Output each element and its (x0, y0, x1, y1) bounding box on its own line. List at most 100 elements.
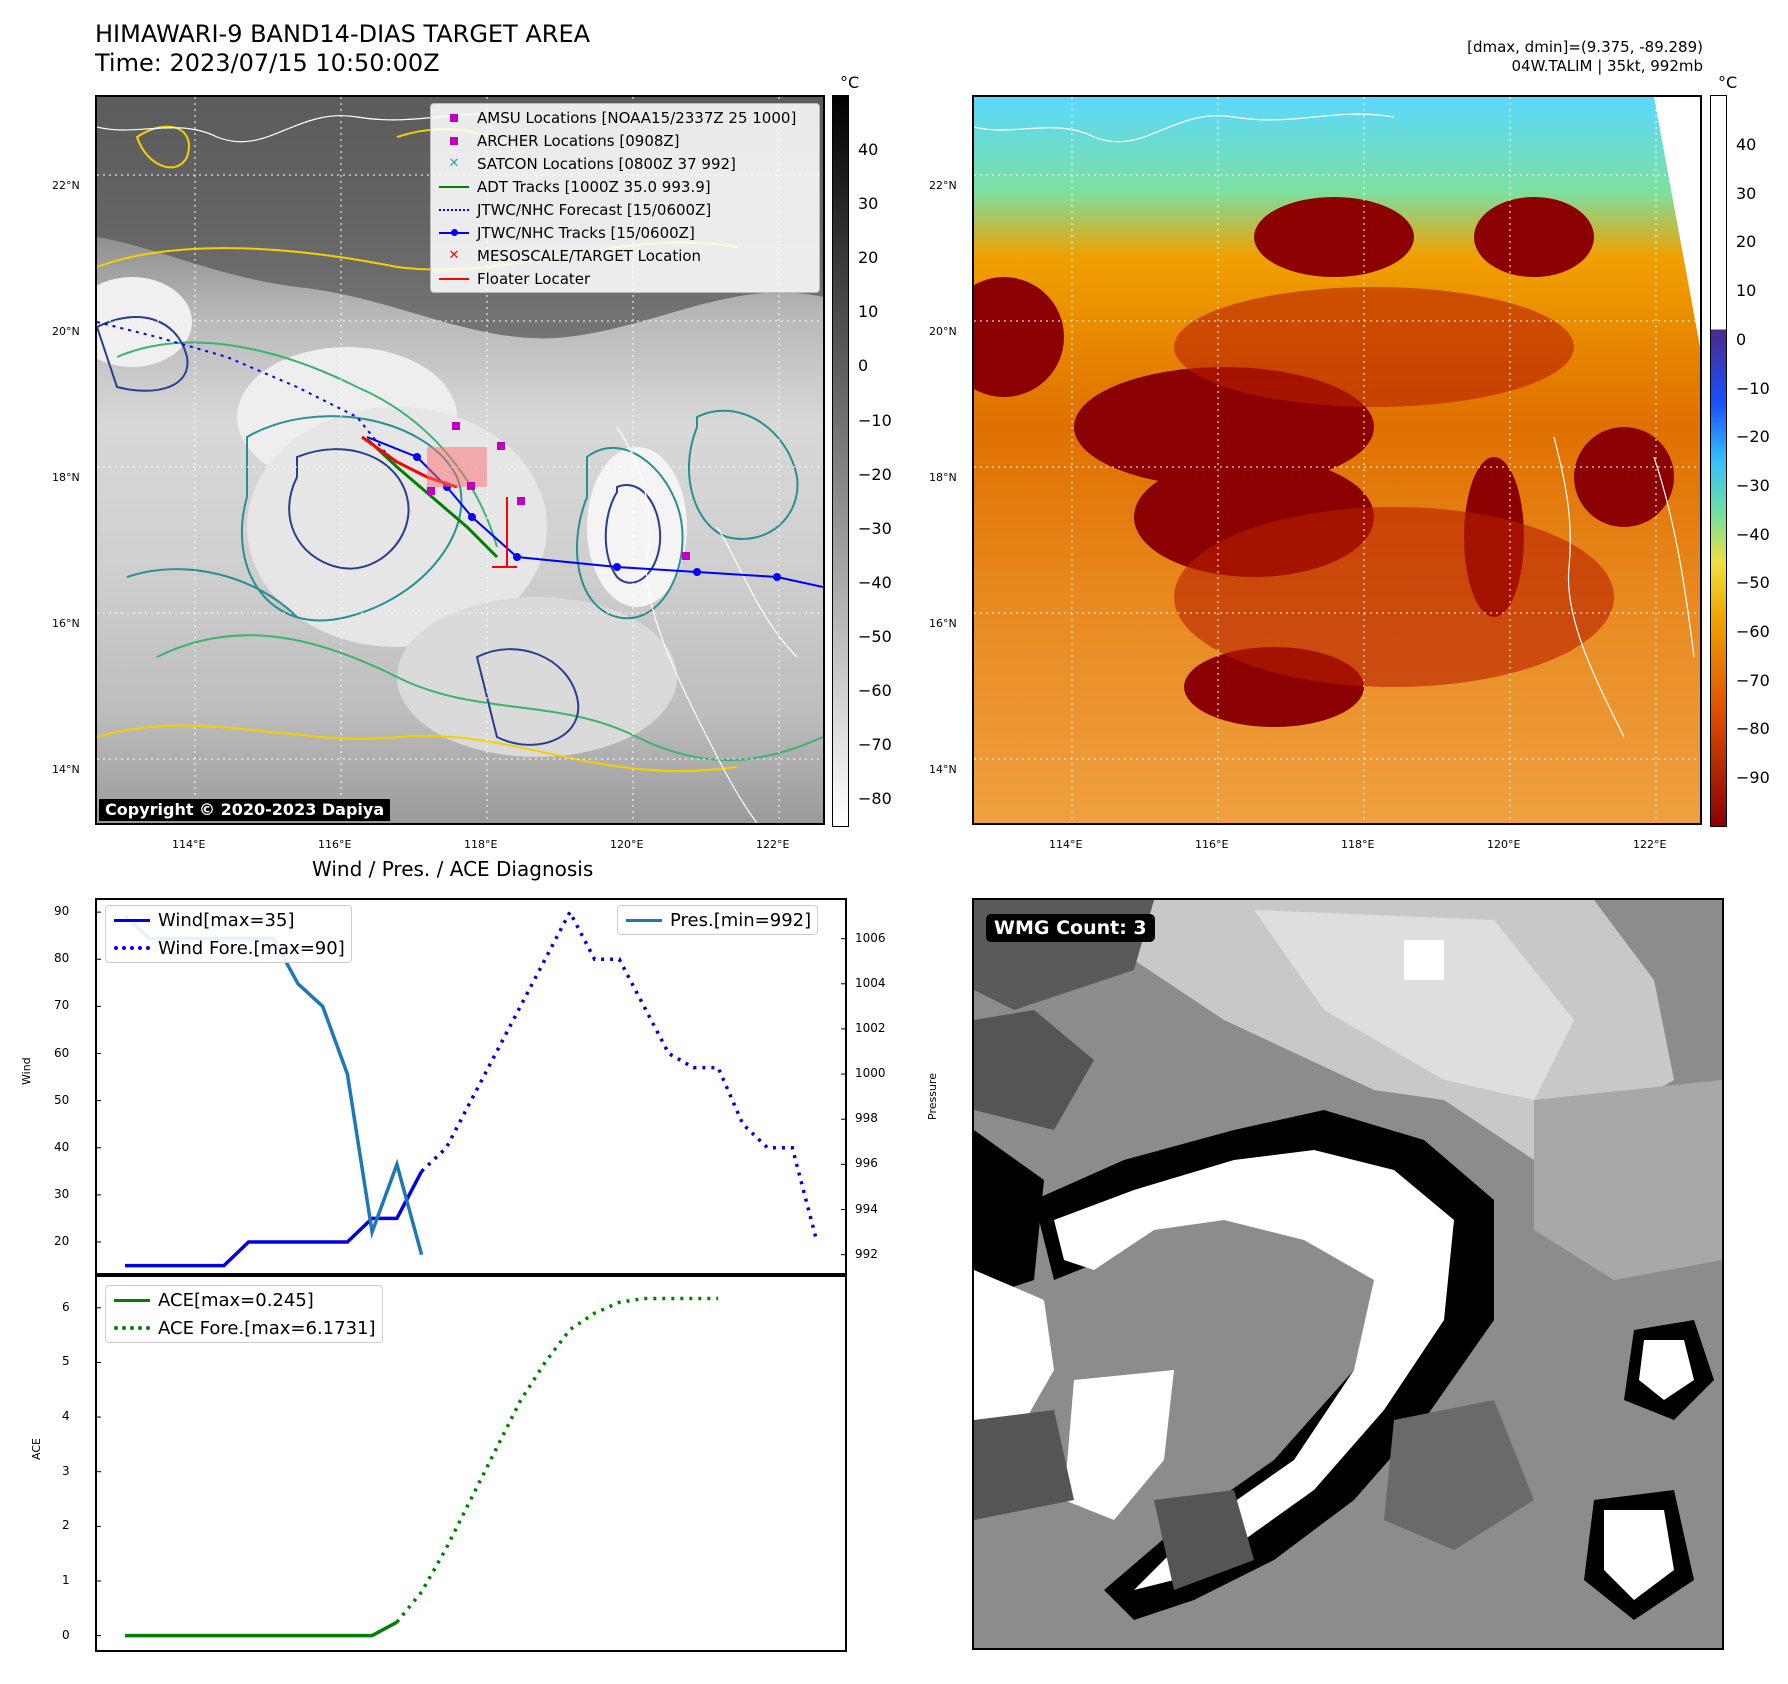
lon-label: 116°E (1195, 838, 1229, 851)
series-line (125, 1170, 424, 1268)
lon-label: 120°E (610, 838, 644, 851)
dotted-line-icon (431, 208, 477, 211)
colorbar-tick-label: −80 (1736, 719, 1770, 739)
wind-legend: Wind[max=35] Wind Fore.[max=90] (105, 905, 352, 963)
colorbar-tick-label: 40 (858, 140, 879, 159)
grayscale-ir-map: AMSU Locations [NOAA15/2337Z 25 1000] AR… (95, 95, 825, 825)
legend-item-wind: Wind[max=35] (106, 906, 351, 934)
colorbar-unit: °C (1718, 73, 1738, 92)
figure-title-line2: Time: 2023/07/15 10:50:00Z (95, 49, 440, 77)
wind-tick-label: 60 (54, 1045, 70, 1060)
ace-legend: ACE[max=0.245] ACE Fore.[max=6.1731] (105, 1285, 383, 1343)
wind-tick-label: 80 (54, 951, 70, 966)
pressure-tick-label: 994 (855, 1201, 878, 1216)
colorbar-tick-label: −80 (858, 789, 892, 809)
series-line (420, 908, 819, 1243)
lat-label: 14°N (929, 763, 957, 776)
wmg-count-badge: WMG Count: 3 (986, 914, 1155, 942)
wind-tick-label: 20 (54, 1234, 70, 1248)
pressure-tick-label: 1002 (855, 1020, 886, 1035)
lat-label: 18°N (52, 471, 80, 484)
legend-item-amsu: AMSU Locations [NOAA15/2337Z 25 1000] (431, 106, 819, 129)
dmax-dmin-text: [dmax, dmin]=(9.375, -89.289) (1467, 38, 1703, 56)
pressure-tick-label: 996 (855, 1156, 878, 1171)
wind-tick-label: 50 (54, 1092, 70, 1107)
enhanced-map-drawing (974, 97, 1700, 823)
pressure-axis-label: Pressure (926, 1073, 939, 1120)
line-marker-icon (106, 918, 158, 922)
line-dot-icon (431, 229, 477, 236)
colorbar-tick-label: −70 (1736, 670, 1770, 690)
lat-label: 22°N (52, 179, 80, 192)
wind-tick-label: 40 (54, 1139, 70, 1154)
map-legend: AMSU Locations [NOAA15/2337Z 25 1000] AR… (430, 103, 820, 293)
ace-axis-label: ACE (30, 1438, 43, 1460)
lat-label: 18°N (929, 471, 957, 484)
colorbar-tick-label: −50 (858, 626, 892, 646)
lat-label: 16°N (52, 617, 80, 630)
lat-label: 14°N (52, 763, 80, 776)
x-marker-icon: ✕ (448, 156, 460, 171)
legend-item-ace-forecast: ACE Fore.[max=6.1731] (106, 1314, 382, 1342)
colorbar-tick-label: −30 (1736, 475, 1770, 495)
line-marker-icon (618, 918, 670, 922)
figure-title: HIMAWARI-9 BAND14-DIAS TARGET AREA Time:… (95, 20, 590, 78)
wmg-image (974, 900, 1722, 1648)
pressure-legend: Pres.[min=992] (617, 905, 819, 935)
figure-title-line1: HIMAWARI-9 BAND14-DIAS TARGET AREA (95, 20, 591, 48)
ace-tick-label: 5 (62, 1354, 70, 1369)
colorbar-tick-label: −90 (1736, 768, 1770, 788)
colorbar-tick-label: −70 (858, 735, 892, 755)
legend-item-satcon: ✕ SATCON Locations [0800Z 37 992] (431, 152, 819, 175)
legend-item-archer: ARCHER Locations [0908Z] (431, 129, 819, 152)
wind-tick-label: 70 (54, 998, 70, 1013)
lat-label: 20°N (52, 325, 80, 338)
ace-tick-label: 6 (62, 1299, 70, 1314)
ace-tick-label: 1 (62, 1572, 70, 1587)
lon-label: 118°E (464, 838, 498, 851)
legend-item-jtwc-tracks: JTWC/NHC Tracks [15/0600Z] (431, 221, 819, 244)
colorbar-tick-label: −20 (1736, 427, 1770, 447)
x-marker-icon: ✕ (448, 248, 460, 263)
ace-tick-label: 4 (62, 1409, 70, 1424)
lat-label: 22°N (929, 179, 957, 192)
lon-label: 122°E (756, 838, 790, 851)
pressure-tick-label: 998 (855, 1111, 878, 1126)
diagnosis-title: Wind / Pres. / ACE Diagnosis (312, 857, 594, 881)
ace-tick-label: 0 (62, 1627, 70, 1642)
colorbar-tick-label: 20 (1736, 232, 1757, 252)
grayscale-colorbar (832, 95, 849, 827)
colorbar-tick-label: 20 (858, 248, 879, 268)
square-marker-icon (431, 136, 477, 145)
lon-label: 114°E (172, 838, 206, 851)
colorbar-tick-label: 30 (858, 194, 879, 214)
line-marker-icon (431, 185, 477, 188)
enhanced-colorbar (1710, 95, 1727, 827)
colorbar-tick-label: 0 (1736, 329, 1747, 349)
ace-tick-label: 3 (62, 1463, 70, 1478)
colorbar-tick-label: −20 (858, 464, 892, 484)
wmg-panel: WMG Count: 3 (972, 898, 1724, 1650)
legend-item-pressure: Pres.[min=992] (618, 906, 817, 934)
pressure-tick-label: 1004 (855, 975, 886, 990)
pressure-tick-label: 992 (855, 1246, 878, 1261)
lat-label: 20°N (929, 325, 957, 338)
line-marker-icon (106, 1298, 158, 1302)
pressure-tick-label: 1000 (855, 1066, 886, 1081)
colorbar-tick-label: −30 (858, 518, 892, 538)
lat-label: 16°N (929, 617, 957, 630)
colorbar-unit: °C (840, 73, 860, 92)
copyright-badge: Copyright © 2020-2023 Dapiya (99, 799, 391, 821)
line-marker-icon (431, 277, 477, 280)
series-line (395, 1296, 719, 1624)
lon-label: 114°E (1049, 838, 1083, 851)
legend-item-mesoscale: ✕ MESOSCALE/TARGET Location (431, 244, 819, 267)
wind-tick-label: 30 (54, 1186, 70, 1201)
colorbar-tick-label: −60 (858, 681, 892, 700)
lon-label: 116°E (318, 838, 352, 851)
wind-tick-label: 90 (54, 904, 70, 919)
storm-info: [dmax, dmin]=(9.375, -89.289) 04W.TALIM … (1467, 38, 1703, 76)
colorbar-tick-label: −10 (858, 410, 892, 430)
colorbar-tick-label: 0 (858, 356, 869, 376)
colorbar-tick-label: 30 (1736, 183, 1757, 203)
